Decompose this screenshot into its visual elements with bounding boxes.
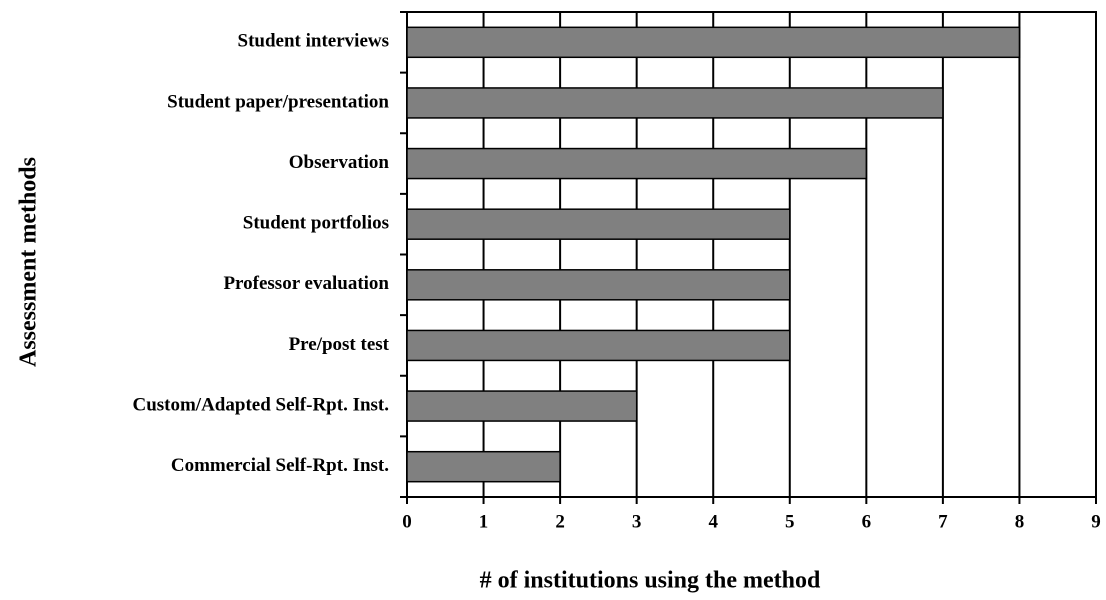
bar (406, 26, 1021, 59)
x-tick-label: 2 (555, 511, 565, 532)
plot-frame (406, 11, 1097, 498)
y-axis-label: Assessment methods (16, 157, 42, 367)
bar (406, 450, 561, 483)
bar (406, 269, 791, 301)
y-tick-label: Student paper/presentation (167, 91, 389, 112)
x-tick-label: 3 (632, 511, 642, 532)
y-tick-label: Pre/post test (289, 334, 390, 355)
bar (406, 87, 944, 119)
x-tick-label: 5 (785, 511, 795, 532)
x-tick-label: 4 (708, 511, 718, 532)
x-tick-label: 7 (938, 511, 948, 532)
y-tick-label: Custom/Adapted Self-Rpt. Inst. (132, 394, 389, 415)
y-tick-label: Student portfolios (243, 213, 389, 234)
y-tick-label: Professor evaluation (223, 273, 389, 294)
x-tick-label: 9 (1091, 511, 1101, 532)
y-tick-label: Commercial Self-Rpt. Inst. (171, 455, 389, 476)
bar (406, 208, 791, 240)
bar (406, 390, 638, 422)
y-tick-label: Observation (289, 152, 390, 173)
x-tick-label: 1 (479, 511, 489, 532)
x-tick-label: 8 (1015, 511, 1025, 532)
x-tick-label: 6 (862, 511, 872, 532)
y-tick-label: Student interviews (238, 31, 389, 52)
x-axis-label: # of institutions using the method (480, 568, 821, 594)
x-tick-label: 0 (402, 511, 412, 532)
bar (406, 329, 791, 362)
bar (406, 147, 868, 180)
